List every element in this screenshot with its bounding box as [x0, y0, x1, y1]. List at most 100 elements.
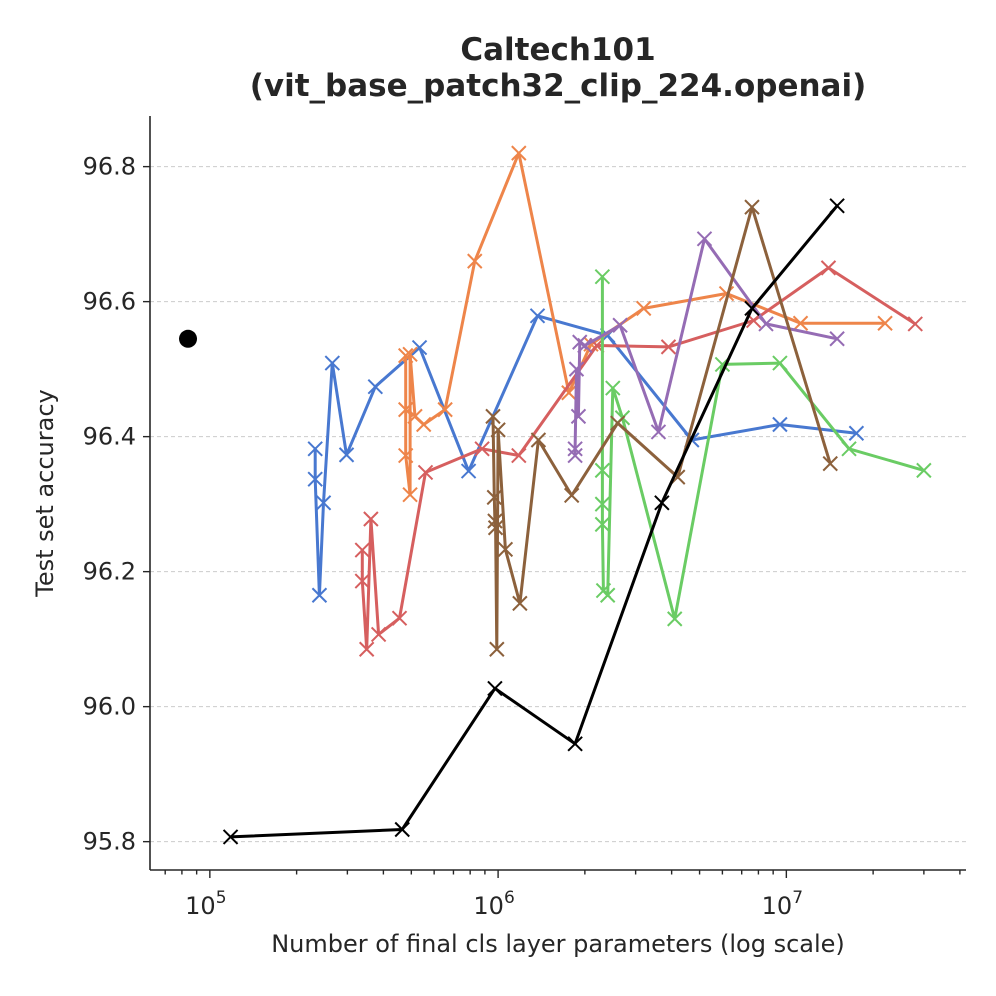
data-point-marker [529, 308, 546, 324]
data-point-marker [487, 513, 503, 529]
series-lines [222, 145, 932, 845]
data-point-marker [605, 380, 621, 396]
data-point-marker [402, 486, 418, 503]
data-point-marker [822, 455, 838, 472]
y-tick-label: 96.8 [83, 153, 136, 181]
data-point-marker [370, 626, 387, 643]
data-point-marker [594, 496, 611, 512]
data-point-marker [792, 315, 809, 331]
data-point-marker [397, 347, 414, 364]
gridlines [150, 166, 966, 843]
data-point-marker [772, 355, 788, 371]
x-tick-label: 106 [473, 888, 514, 920]
x-axis-label: Number of final cls layer parameters (lo… [271, 930, 845, 958]
chart-title: Caltech101(vit_base_patch32_clip_224.ope… [250, 32, 867, 104]
data-point-marker [487, 520, 504, 536]
data-point-marker [474, 441, 490, 457]
data-point-marker [222, 829, 239, 845]
series-blue [307, 308, 865, 603]
data-point-marker [758, 316, 774, 332]
data-point-marker [877, 315, 893, 331]
series-brown [485, 199, 838, 657]
data-point-marker [363, 511, 379, 527]
data-point-marker [358, 641, 375, 657]
y-tick-label: 96.0 [83, 693, 136, 721]
series-red [354, 260, 923, 657]
y-axis-label: Test set accuracy [31, 389, 59, 597]
series-line-blue [313, 314, 858, 597]
data-point-marker [417, 464, 434, 481]
data-point-marker [485, 408, 501, 425]
data-point-marker [311, 587, 328, 603]
data-point-marker [486, 489, 502, 506]
data-point-marker [829, 198, 845, 214]
data-point-marker [567, 441, 583, 457]
data-point-marker [402, 346, 418, 362]
data-point-marker [561, 385, 577, 401]
data-point-marker [354, 573, 371, 589]
data-point-marker [650, 424, 667, 440]
data-point-marker [568, 361, 585, 377]
data-point-marker [594, 516, 611, 533]
chart-title-line: Caltech101 [460, 32, 655, 68]
series-black [222, 198, 845, 845]
data-point-marker [744, 300, 760, 317]
data-point-marker [497, 541, 514, 558]
data-point-marker [820, 260, 837, 276]
data-point-marker [467, 253, 483, 269]
data-point-marker [324, 355, 341, 371]
data-point-marker [511, 447, 527, 464]
series-line-red [360, 266, 917, 651]
data-point-marker [907, 316, 923, 332]
data-point-marker [916, 462, 932, 479]
data-point-marker [594, 268, 611, 285]
data-point-marker [397, 401, 414, 418]
data-point-marker [512, 595, 528, 612]
data-point-marker [489, 641, 505, 657]
data-point-marker [848, 425, 865, 441]
axes-spines [149, 116, 966, 871]
y-tick-label: 96.4 [83, 423, 136, 451]
series-purple [567, 231, 845, 464]
data-point-marker [744, 199, 760, 215]
data-point-marker [567, 736, 583, 752]
data-point-marker [654, 495, 670, 511]
data-point-marker [460, 463, 477, 479]
data-point-marker [772, 416, 788, 433]
x-axis-ticks: 105 106 107 [164, 870, 961, 920]
data-point-marker [667, 611, 683, 627]
data-point-marker [599, 587, 616, 603]
data-point-marker [411, 339, 428, 356]
data-point-marker [594, 462, 611, 479]
data-point-marker [487, 680, 503, 697]
data-point-marker [563, 487, 580, 504]
data-point-marker [841, 441, 857, 457]
data-point-marker [530, 432, 547, 448]
data-point-marker [354, 542, 371, 558]
data-point-marker [829, 331, 845, 347]
data-point-marker [307, 471, 323, 487]
x-tick-label: 105 [185, 888, 226, 920]
data-point-marker [338, 447, 355, 463]
data-point-marker [635, 300, 652, 317]
data-point-marker [367, 378, 384, 395]
data-point-marker [416, 416, 432, 433]
data-point-marker [612, 317, 628, 333]
data-point-marker [660, 339, 677, 355]
series-orange [397, 145, 893, 503]
series-line-orange [404, 151, 887, 497]
data-point-marker [696, 231, 713, 247]
baseline-point [179, 329, 198, 348]
chart-title-line: (vit_base_patch32_clip_224.openai) [250, 68, 867, 104]
data-point-marker [570, 408, 587, 425]
y-tick-label: 95.8 [83, 828, 136, 856]
data-point-marker [307, 441, 323, 457]
data-point-marker [437, 401, 453, 418]
data-point-marker [394, 821, 410, 838]
data-point-marker [610, 415, 626, 431]
y-tick-label: 96.2 [83, 558, 136, 586]
data-point-marker [397, 447, 414, 464]
data-point-marker [315, 495, 332, 511]
data-point-marker [511, 145, 527, 161]
